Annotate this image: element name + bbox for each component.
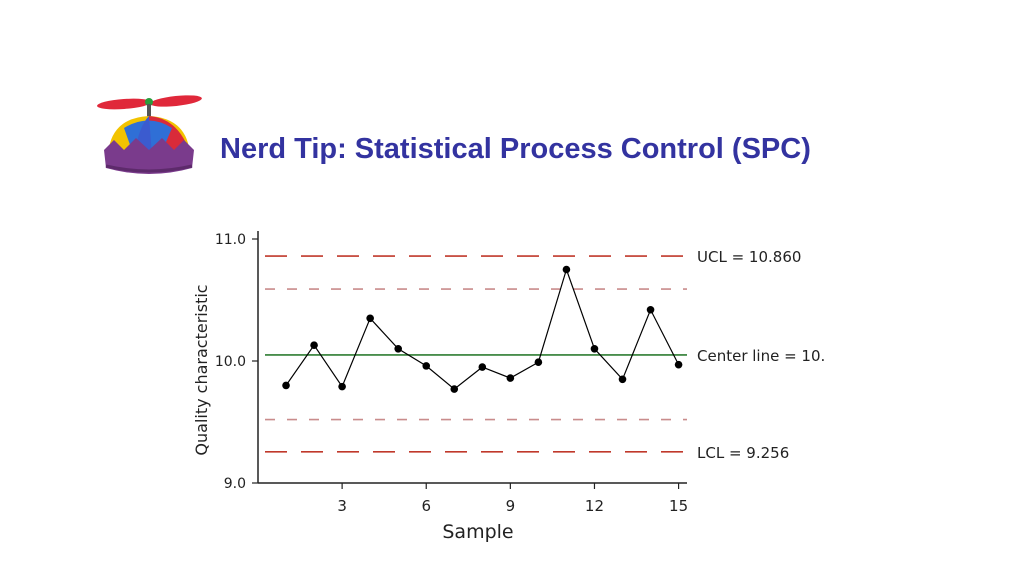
- x-axis-label: Sample: [442, 521, 513, 543]
- x-tick-label: 9: [506, 497, 516, 515]
- x-tick-label: 15: [669, 497, 688, 515]
- data-point: [422, 362, 431, 370]
- data-point: [338, 382, 346, 391]
- data-point: [478, 363, 487, 371]
- ucl-label: UCL = 10.860: [697, 248, 801, 266]
- data-point: [674, 360, 683, 369]
- data-point: [450, 385, 459, 393]
- x-tick-label: 12: [585, 497, 604, 515]
- center-label: Center line = 10.: [697, 347, 825, 365]
- y-axis-label: Quality characteristic: [192, 284, 211, 455]
- reference-lines: [265, 255, 687, 453]
- page-title: Nerd Tip: Statistical Process Control (S…: [220, 133, 811, 165]
- reference-labels: UCL = 10.860 Center line = 10. LCL = 9.256: [697, 248, 825, 462]
- y-tick-label: 11.0: [215, 232, 246, 248]
- x-tick-label: 3: [337, 497, 347, 515]
- y-ticks: 9.0 10.0 11.0: [215, 232, 258, 492]
- data-point: [366, 314, 374, 323]
- y-tick-label: 9.0: [224, 476, 246, 492]
- series-line: [285, 267, 680, 390]
- data-point: [506, 374, 515, 382]
- series-line-layer: [285, 267, 680, 390]
- data-point: [394, 345, 402, 353]
- data-point: [534, 358, 543, 367]
- data-point: [618, 375, 627, 384]
- data-point: [590, 345, 599, 353]
- propeller-beanie-icon: [94, 88, 204, 178]
- data-point: [646, 305, 655, 314]
- x-tick-label: 6: [421, 497, 431, 515]
- x-ticks: 3 6 9 12 15: [337, 483, 688, 515]
- y-tick-label: 10.0: [215, 354, 246, 370]
- data-point: [562, 265, 571, 274]
- lcl-label: LCL = 9.256: [697, 444, 789, 462]
- data-points: [282, 265, 683, 393]
- data-point: [282, 381, 290, 390]
- data-point: [310, 341, 318, 349]
